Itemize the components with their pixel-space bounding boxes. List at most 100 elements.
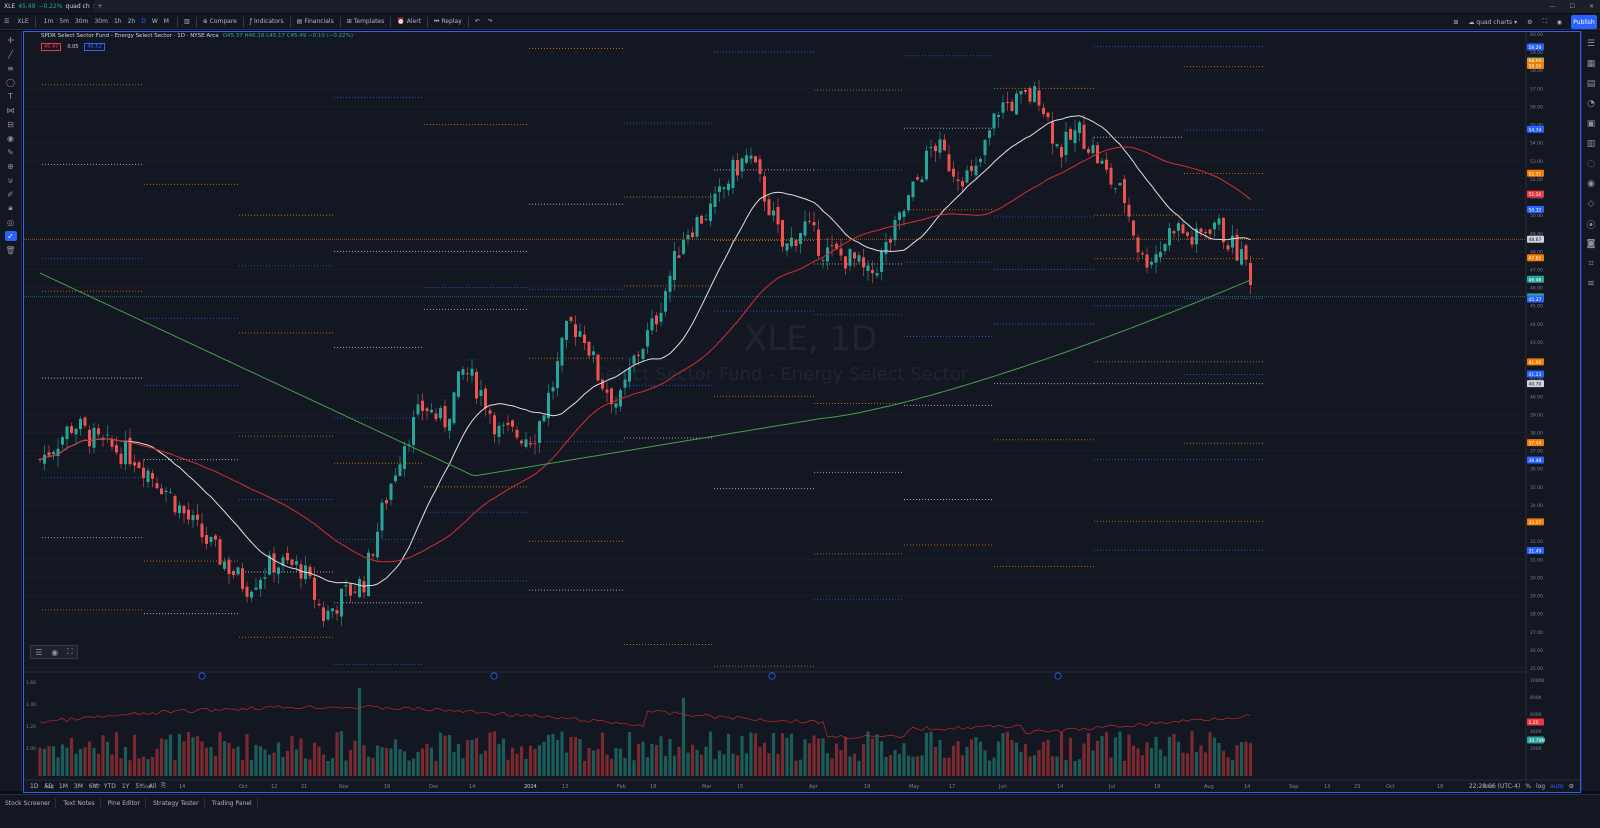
- draw-mode-icon[interactable]: ✐: [7, 189, 14, 199]
- chat-icon[interactable]: ◇: [1587, 199, 1595, 209]
- brush-icon[interactable]: ✎: [7, 147, 14, 157]
- data-window-icon[interactable]: ▣: [1586, 119, 1596, 129]
- crosshair-icon[interactable]: ✛: [7, 35, 14, 45]
- streams-icon[interactable]: ◉: [1587, 179, 1595, 189]
- timeframe-2[interactable]: 30m: [74, 18, 89, 25]
- timeframe-6[interactable]: D: [141, 18, 146, 25]
- settings-button[interactable]: ⚙: [1523, 14, 1536, 30]
- candle: [965, 165, 969, 184]
- snapshot-button[interactable]: ◉: [1553, 14, 1566, 30]
- price-chart[interactable]: XLE, 1D Select Sector Fund - Energy Sele…: [24, 32, 1580, 792]
- camera-icon: ◉: [1556, 18, 1562, 26]
- symbol-search[interactable]: XLE: [13, 14, 32, 30]
- minimize-icon[interactable]: —: [1549, 3, 1556, 10]
- volume-bar: [137, 758, 141, 776]
- calendar-icon[interactable]: ▦: [1586, 59, 1596, 69]
- range-ytd[interactable]: YTD: [103, 782, 116, 790]
- range-1m[interactable]: 1M: [58, 782, 68, 790]
- broadcast-icon[interactable]: ⦿: [1586, 220, 1596, 231]
- time-axis-label: 13: [1324, 784, 1330, 790]
- auto-toggle[interactable]: auto: [1550, 782, 1564, 790]
- chart-type-button[interactable]: ▥: [180, 14, 194, 30]
- calculator-icon[interactable]: ⌗: [1588, 259, 1594, 269]
- percent-toggle[interactable]: %: [1525, 782, 1531, 790]
- panel-tab-3[interactable]: Strategy Tester: [148, 798, 205, 808]
- volume-bar: [1235, 745, 1239, 776]
- list-icon[interactable]: ☰: [35, 647, 43, 657]
- active-tool-icon[interactable]: ✓: [4, 231, 17, 241]
- range-1y[interactable]: 1Y: [121, 782, 130, 790]
- frame-icon[interactable]: ⛶: [66, 647, 73, 656]
- panel-tab-2[interactable]: Pine Editor: [103, 798, 146, 808]
- range-5d[interactable]: 5D: [44, 782, 53, 790]
- measure-icon[interactable]: ⊟: [7, 119, 14, 129]
- replay-button[interactable]: ⏮ Replay: [430, 14, 466, 30]
- panel-tab-4[interactable]: Trading Panel: [207, 798, 258, 808]
- layout-name-button[interactable]: ☁ quad charts ▾: [1464, 14, 1521, 30]
- maximize-icon[interactable]: ☐: [1569, 3, 1575, 10]
- templates-button[interactable]: ⊞ Templates: [343, 14, 389, 30]
- watchlist-icon[interactable]: ☰: [1586, 39, 1596, 49]
- eye-icon[interactable]: ◉: [7, 133, 14, 143]
- trash-icon[interactable]: 🗑︎: [5, 245, 16, 255]
- candle: [245, 581, 249, 603]
- ideas-icon[interactable]: ◌: [1587, 159, 1595, 169]
- zoom-icon[interactable]: ⊕: [7, 161, 14, 171]
- pattern-icon[interactable]: ⋈: [6, 105, 15, 115]
- dom-icon[interactable]: ≋: [1587, 279, 1595, 289]
- news-icon[interactable]: ▤: [1586, 79, 1596, 89]
- timeframe-4[interactable]: 1h: [113, 18, 122, 25]
- panel-tab-1[interactable]: Text Notes: [58, 798, 101, 808]
- legend-title[interactable]: SPDR Select Sector Fund - Energy Select …: [41, 33, 219, 39]
- price-tag: 45.37: [1527, 295, 1544, 303]
- range-3m[interactable]: 3M: [73, 782, 83, 790]
- lock-icon[interactable]: 🔒︎: [8, 203, 13, 212]
- new-tab-button[interactable]: +: [97, 3, 103, 10]
- clock[interactable]: 22:28:06 (UTC-4): [1468, 782, 1521, 790]
- close-icon[interactable]: ✕: [93, 3, 94, 10]
- chart-tab[interactable]: XLE 45.49 −0.22% quad ch ✕: [0, 0, 94, 13]
- menu-icon[interactable]: ☰: [4, 18, 10, 25]
- candle: [1015, 90, 1018, 116]
- layout-grid-button[interactable]: ⊞: [1449, 14, 1462, 30]
- undo-button[interactable]: ↶: [471, 14, 484, 30]
- timeframe-5[interactable]: 2h: [127, 18, 136, 25]
- timeframe-1[interactable]: 5m: [59, 18, 69, 25]
- hotlist-icon[interactable]: ▥: [1586, 139, 1596, 149]
- financials-button[interactable]: ▤ Financials: [293, 14, 338, 30]
- timeframe-7[interactable]: W: [151, 18, 158, 25]
- price-axis-label: 57.00: [1530, 86, 1543, 92]
- indicators-button[interactable]: ƒ Indicators: [246, 14, 288, 30]
- hide-icon[interactable]: ◎: [7, 217, 14, 227]
- shapes-icon[interactable]: ◯: [6, 77, 15, 87]
- magnet-icon[interactable]: ⊍: [7, 175, 14, 185]
- range-5y[interactable]: 5Y: [135, 782, 143, 790]
- alerts-icon[interactable]: ◔: [1587, 99, 1595, 109]
- close-window-icon[interactable]: ✕: [1588, 3, 1594, 10]
- range-6m[interactable]: 6M: [88, 782, 98, 790]
- publish-button[interactable]: Publish: [1571, 15, 1597, 29]
- visibility-icon[interactable]: ◉: [51, 647, 59, 657]
- range-all[interactable]: All: [148, 782, 157, 790]
- redo-button[interactable]: ↷: [484, 14, 497, 30]
- text-icon[interactable]: T: [8, 91, 13, 101]
- timeframe-3[interactable]: 30m: [94, 18, 108, 25]
- candle: [1087, 146, 1090, 155]
- volume-bar: [690, 744, 695, 776]
- fullscreen-button[interactable]: ⛶: [1539, 14, 1551, 30]
- chart-pane[interactable]: XLE, 1D Select Sector Fund - Energy Sele…: [23, 31, 1581, 793]
- bid-price[interactable]: 45.47: [41, 43, 62, 51]
- alert-button[interactable]: ⏰ Alert: [393, 14, 425, 30]
- fib-icon[interactable]: ≡: [7, 63, 14, 73]
- timeframe-8[interactable]: M: [163, 18, 169, 25]
- log-toggle[interactable]: log: [1535, 782, 1546, 790]
- axis-settings-icon[interactable]: ⚙: [1568, 782, 1574, 790]
- ask-price[interactable]: 45.52: [84, 43, 105, 51]
- range-1d[interactable]: 1D: [30, 782, 39, 790]
- compare-button[interactable]: ⊕ Compare: [199, 14, 241, 30]
- notifications-icon[interactable]: ◙: [1586, 239, 1596, 249]
- panel-tab-0[interactable]: Stock Screener: [0, 798, 57, 808]
- goto-date-icon[interactable]: ⎘: [161, 782, 167, 789]
- trendline-icon[interactable]: ╱: [8, 49, 13, 59]
- timeframe-0[interactable]: 1m: [43, 18, 54, 25]
